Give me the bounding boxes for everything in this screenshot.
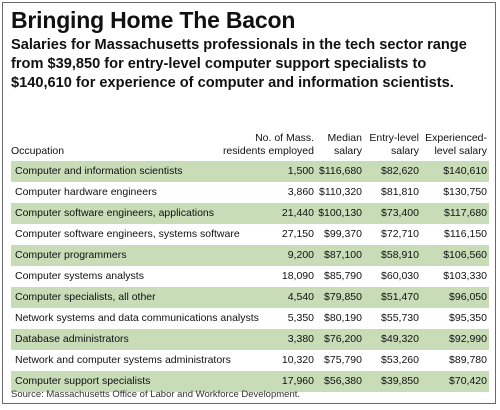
cell-median: $116,680 xyxy=(318,165,362,177)
cell-occupation: Computer and information scientists xyxy=(15,165,183,177)
header-experienced-line1: Experienced- xyxy=(425,132,487,144)
cell-experienced: $95,350 xyxy=(449,312,487,324)
cell-experienced: $103,330 xyxy=(443,270,487,282)
cell-experienced: $96,050 xyxy=(449,291,487,303)
cell-entry: $53,260 xyxy=(381,354,419,366)
cell-entry: $73,400 xyxy=(381,207,419,219)
cell-employed: 1,500 xyxy=(287,165,314,177)
cell-entry: $51,470 xyxy=(381,291,419,303)
cell-employed: 10,320 xyxy=(281,354,314,366)
table-header: Occupation No. of Mass. residents employ… xyxy=(11,119,489,161)
cell-occupation: Computer programmers xyxy=(15,249,127,261)
cell-experienced: $116,150 xyxy=(443,228,487,240)
cell-occupation: Network and computer systems administrat… xyxy=(15,354,231,366)
cell-experienced: $89,780 xyxy=(449,354,487,366)
cell-experienced: $117,680 xyxy=(443,207,487,219)
header-entry-line2: salary xyxy=(390,145,419,157)
infographic-panel: Bringing Home The Bacon Salaries for Mas… xyxy=(2,2,496,404)
cell-experienced: $106,560 xyxy=(443,249,487,261)
table-row: Computer software engineers, application… xyxy=(11,203,489,224)
cell-entry: $72,710 xyxy=(381,228,419,240)
cell-entry: $39,850 xyxy=(381,375,419,387)
salary-table: Computer and information scientists 1,50… xyxy=(11,161,489,392)
table-row: Database administrators 3,380 $76,200 $4… xyxy=(11,329,489,350)
table-row: Computer programmers 9,200 $87,100 $58,9… xyxy=(11,245,489,266)
cell-employed: 9,200 xyxy=(287,249,314,261)
cell-median: $56,380 xyxy=(324,375,362,387)
cell-entry: $60,030 xyxy=(381,270,419,282)
cell-entry: $49,320 xyxy=(381,333,419,345)
cell-median: $76,200 xyxy=(324,333,362,345)
table-row: Computer hardware engineers 3,860 $110,3… xyxy=(11,182,489,203)
source-note: Source: Massachusetts Office of Labor an… xyxy=(11,389,301,400)
cell-median: $85,790 xyxy=(324,270,362,282)
cell-median: $99,370 xyxy=(324,228,362,240)
header-experienced: Experienced- level salary xyxy=(417,132,487,158)
cell-occupation: Computer specialists, all other xyxy=(15,291,156,303)
header-employed-line1: No. of Mass. xyxy=(255,132,314,144)
cell-employed: 18,090 xyxy=(281,270,314,282)
table-row: Computer and information scientists 1,50… xyxy=(11,161,489,182)
header-median-line2: salary xyxy=(333,145,362,157)
cell-experienced: $92,990 xyxy=(449,333,487,345)
cell-median: $100,130 xyxy=(318,207,362,219)
cell-occupation: Computer support specialists xyxy=(15,375,151,387)
table-row: Network and computer systems administrat… xyxy=(11,350,489,371)
header-experienced-line2: level salary xyxy=(434,145,487,157)
header-entry: Entry-level salary xyxy=(359,132,419,158)
cell-median: $79,850 xyxy=(324,291,362,303)
cell-experienced: $70,420 xyxy=(449,375,487,387)
cell-entry: $58,910 xyxy=(381,249,419,261)
cell-median: $80,190 xyxy=(324,312,362,324)
cell-experienced: $130,750 xyxy=(443,186,487,198)
subtitle: Salaries for Massachusetts professionals… xyxy=(11,37,467,91)
cell-occupation: Computer hardware engineers xyxy=(15,186,157,198)
header-median-line1: Median xyxy=(327,132,362,144)
header-median: Median salary xyxy=(302,132,362,158)
table-row: Computer specialists, all other 4,540 $7… xyxy=(11,287,489,308)
cell-employed: 3,860 xyxy=(287,186,314,198)
page-title: Bringing Home The Bacon xyxy=(11,7,296,33)
cell-employed: 21,440 xyxy=(281,207,314,219)
table-row: Computer software engineers, systems sof… xyxy=(11,224,489,245)
cell-employed: 3,380 xyxy=(287,333,314,345)
cell-occupation: Computer systems analysts xyxy=(15,270,144,282)
cell-occupation: Computer software engineers, systems sof… xyxy=(15,228,240,240)
cell-experienced: $140,610 xyxy=(443,165,487,177)
header-employed-line2: residents employed xyxy=(222,145,314,157)
cell-employed: 5,350 xyxy=(287,312,314,324)
header-occupation: Occupation xyxy=(11,145,65,157)
cell-median: $87,100 xyxy=(324,249,362,261)
cell-employed: 4,540 xyxy=(287,291,314,303)
header-employed: No. of Mass. residents employed xyxy=(204,132,314,158)
cell-employed: 27,150 xyxy=(281,228,314,240)
header-entry-line1: Entry-level xyxy=(369,132,419,144)
cell-median: $110,320 xyxy=(318,186,362,198)
cell-occupation: Computer software engineers, application… xyxy=(15,207,215,219)
cell-occupation: Database administrators xyxy=(15,333,129,345)
table-row: Computer systems analysts 18,090 $85,790… xyxy=(11,266,489,287)
cell-entry: $55,730 xyxy=(381,312,419,324)
cell-entry: $82,620 xyxy=(381,165,419,177)
cell-employed: 17,960 xyxy=(281,375,314,387)
cell-median: $75,790 xyxy=(324,354,362,366)
table-row: Computer support specialists 17,960 $56,… xyxy=(11,371,489,392)
cell-occupation: Network systems and data communications … xyxy=(15,312,259,324)
table-row: Network systems and data communications … xyxy=(11,308,489,329)
cell-entry: $81,810 xyxy=(381,186,419,198)
